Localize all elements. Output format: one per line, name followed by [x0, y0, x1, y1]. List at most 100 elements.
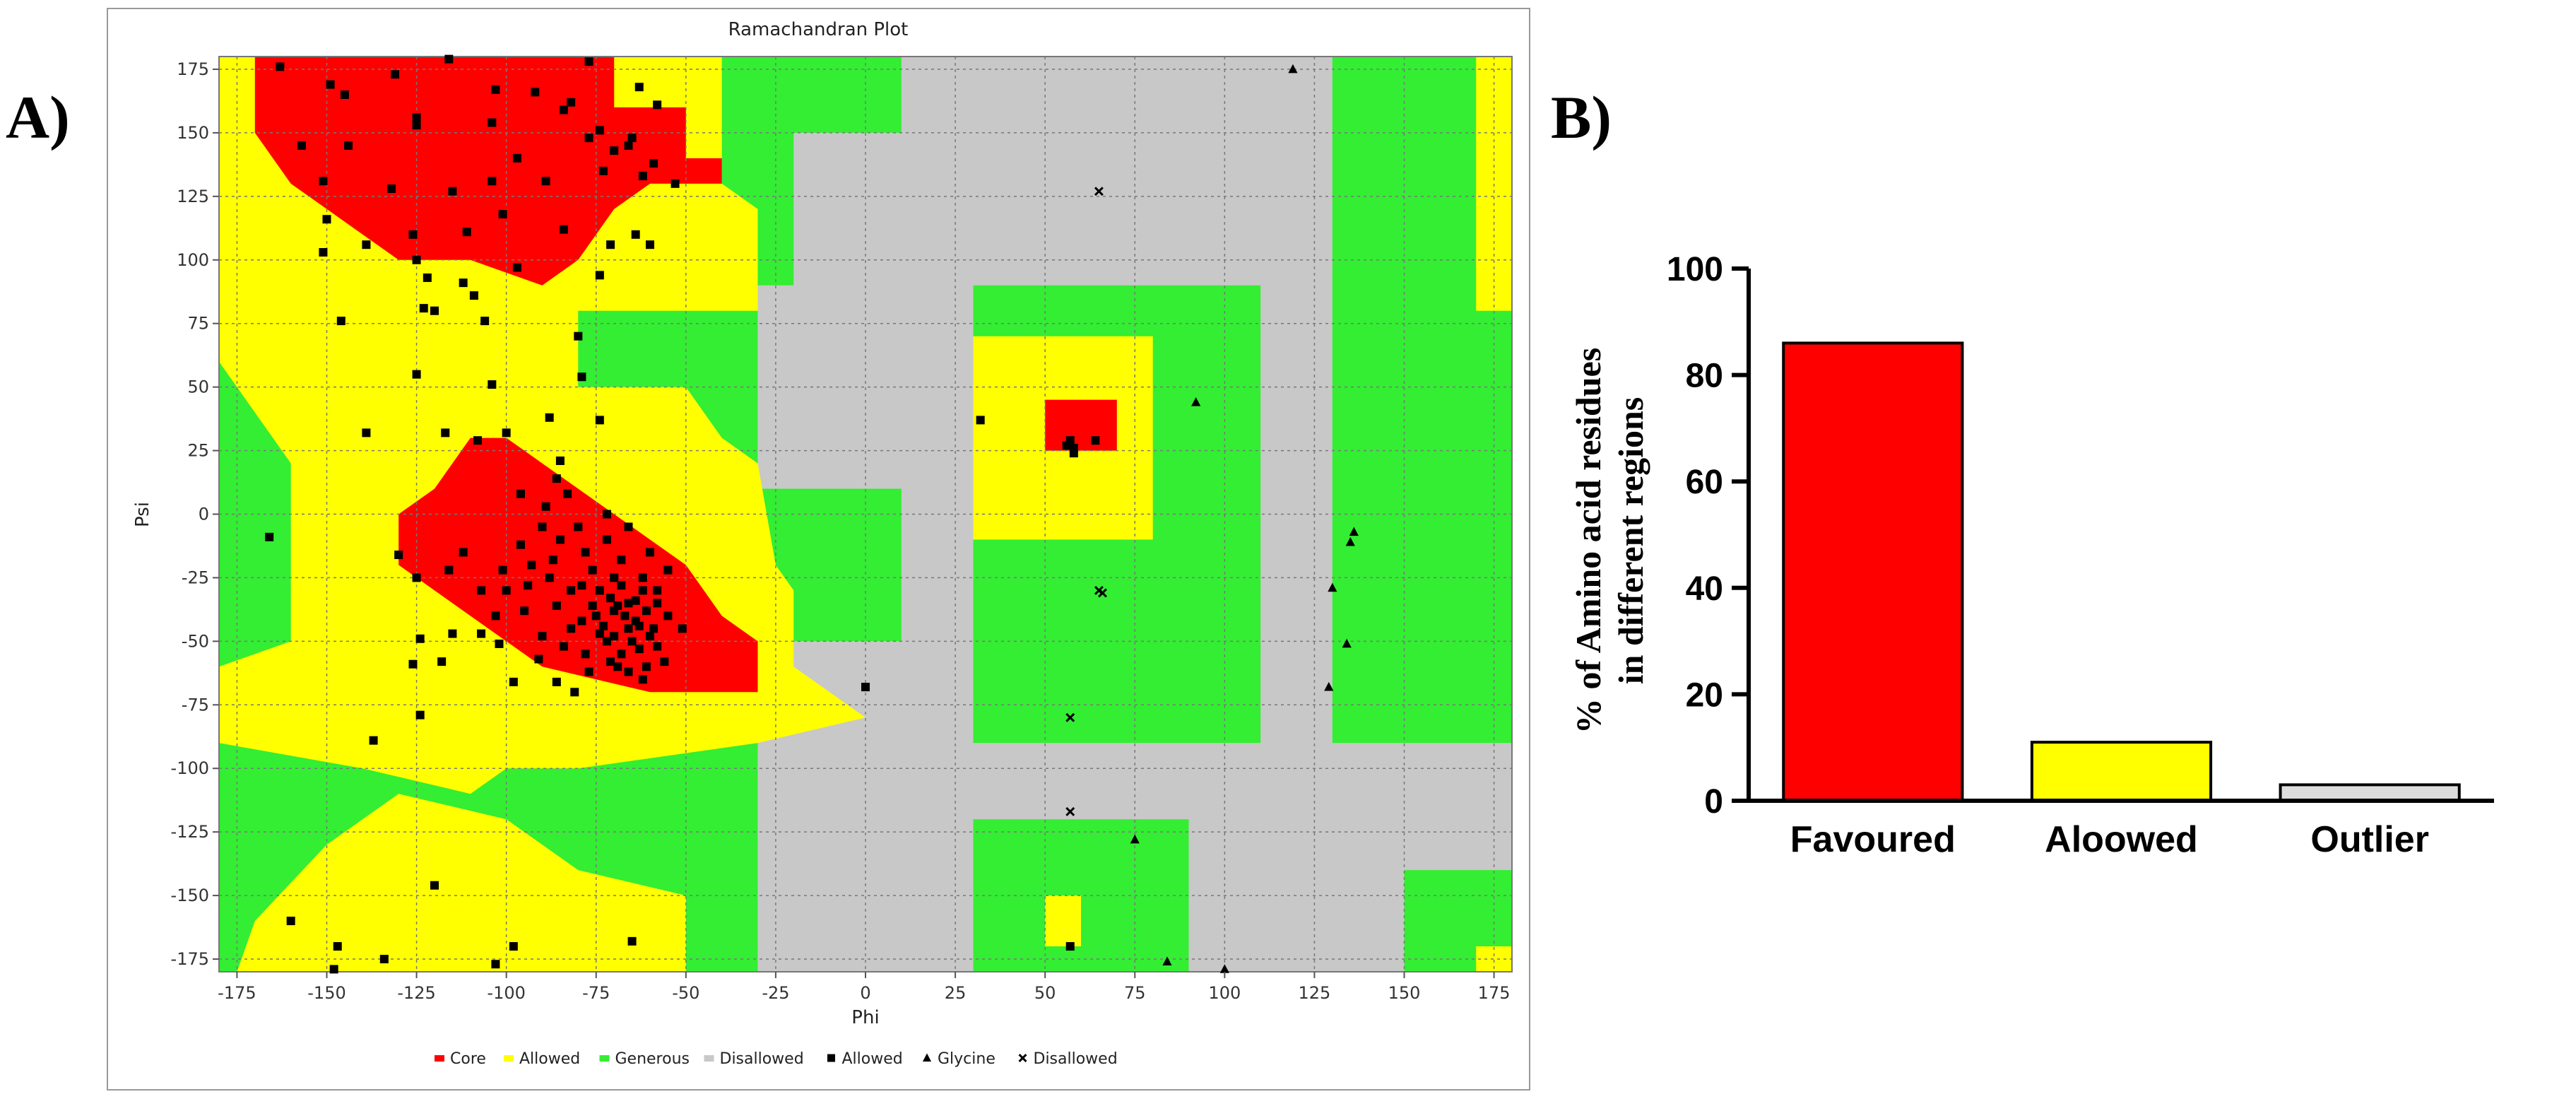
- x-tick-label: 100: [1208, 983, 1241, 1003]
- region-allowed: [237, 794, 686, 972]
- point-allowed-square: [638, 675, 647, 684]
- bar-favoured: [1782, 341, 1964, 803]
- point-disallowed-cross: [1065, 712, 1075, 722]
- bar-bars: [1782, 341, 2461, 803]
- point-allowed-square: [1062, 441, 1071, 450]
- point-allowed-square: [394, 551, 403, 560]
- point-allowed-square: [552, 677, 561, 686]
- point-allowed-square: [527, 560, 536, 570]
- point-allowed-square: [606, 594, 615, 603]
- x-tick-label: -150: [307, 983, 345, 1003]
- y-tick-label: 25: [187, 441, 209, 461]
- point-allowed-square: [603, 535, 611, 544]
- point-allowed-square: [634, 83, 644, 92]
- point-allowed-square: [627, 936, 637, 946]
- point-allowed-square: [670, 179, 680, 188]
- point-allowed-square: [552, 601, 561, 610]
- point-allowed-square: [570, 688, 579, 697]
- point-allowed-square: [444, 565, 454, 575]
- point-allowed-square: [634, 621, 644, 630]
- x-tick-label: -50: [672, 983, 699, 1003]
- point-allowed-square: [624, 522, 633, 531]
- x-tick-label: 25: [945, 983, 967, 1003]
- point-allowed-square: [459, 278, 468, 288]
- point-allowed-square: [567, 586, 576, 595]
- legend-marker: [827, 1054, 835, 1062]
- x-tick-label: -25: [762, 983, 789, 1003]
- x-tick-label: -125: [397, 983, 435, 1003]
- bar-category-label: Favoured: [1790, 819, 1956, 860]
- point-allowed-square: [653, 586, 662, 595]
- legend-label: Generous: [615, 1050, 690, 1068]
- point-allowed-square: [412, 121, 421, 130]
- point-allowed-square: [574, 331, 583, 341]
- point-allowed-square: [617, 581, 626, 590]
- point-glycine-triangle: [1288, 64, 1298, 74]
- point-allowed-square: [567, 98, 576, 107]
- point-allowed-square: [488, 118, 497, 127]
- bar-category-label: Outlier: [2310, 819, 2429, 860]
- x-tick-label: 50: [1034, 983, 1056, 1003]
- bar-categories: Favoured Aloowed Outlier: [1790, 819, 2429, 860]
- legend-swatch: [704, 1055, 714, 1062]
- point-allowed-square: [502, 586, 511, 595]
- point-allowed-square: [603, 637, 611, 646]
- point-allowed-square: [638, 586, 647, 595]
- point-allowed-square: [581, 650, 590, 659]
- point-glycine-triangle: [1162, 956, 1172, 966]
- point-glycine-triangle: [1324, 681, 1334, 691]
- point-allowed-square: [861, 683, 870, 692]
- bar-y-label-line2: in different regions: [1611, 397, 1650, 684]
- bar-chart: % of Amino acid residues in different re…: [1568, 251, 2494, 860]
- point-allowed-square: [555, 456, 565, 465]
- y-tick-label: -75: [182, 695, 209, 715]
- ramachandran-plot: Ramachandran Plot -175 -150 -125 -100 -75 -50…: [107, 8, 1530, 1091]
- legend-swatch: [599, 1055, 610, 1062]
- point-allowed-square: [627, 134, 637, 143]
- point-allowed-square: [459, 548, 468, 557]
- x-tick-label: 175: [1478, 983, 1511, 1003]
- point-allowed-square: [491, 611, 500, 621]
- y-tick-label: 75: [187, 314, 209, 334]
- x-tick-label: 0: [860, 983, 870, 1003]
- point-allowed-square: [653, 642, 662, 651]
- y-tick-label: -25: [182, 568, 209, 587]
- point-allowed-square: [286, 917, 295, 926]
- bar-y-tick-label: 100: [1667, 251, 1723, 288]
- point-allowed-square: [319, 177, 328, 186]
- point-allowed-square: [512, 153, 521, 163]
- point-allowed-square: [653, 100, 662, 110]
- x-tick-label: -100: [487, 983, 525, 1003]
- rama-x-ticks: -175 -150 -125 -100 -75 -50 -25 0 25 50 75 100 125 15…: [218, 972, 1510, 1003]
- point-allowed-square: [423, 273, 432, 282]
- point-allowed-square: [477, 586, 486, 595]
- point-disallowed-cross: [1098, 588, 1107, 598]
- point-allowed-square: [362, 428, 371, 437]
- point-glycine-triangle: [1219, 964, 1229, 973]
- point-allowed-square: [362, 240, 371, 249]
- point-allowed-square: [663, 611, 673, 621]
- point-allowed-square: [531, 88, 540, 97]
- point-allowed-square: [462, 228, 471, 237]
- point-allowed-square: [524, 581, 533, 590]
- point-allowed-square: [480, 317, 490, 326]
- y-tick-label: -175: [171, 949, 209, 969]
- point-allowed-square: [642, 606, 651, 616]
- point-allowed-square: [577, 616, 586, 625]
- point-allowed-square: [441, 428, 450, 437]
- point-allowed-square: [534, 654, 543, 664]
- point-allowed-square: [329, 965, 338, 974]
- point-allowed-square: [560, 105, 568, 114]
- point-allowed-square: [276, 62, 285, 71]
- point-allowed-square: [653, 599, 662, 608]
- rama-grid: [219, 57, 1512, 972]
- bar-outlier: [2279, 783, 2461, 803]
- point-allowed-square: [678, 624, 687, 633]
- point-allowed-square: [631, 230, 640, 239]
- point-allowed-square: [624, 599, 633, 608]
- point-allowed-square: [638, 172, 647, 181]
- point-allowed-square: [627, 637, 637, 646]
- point-allowed-square: [326, 80, 335, 89]
- point-allowed-square: [567, 624, 576, 633]
